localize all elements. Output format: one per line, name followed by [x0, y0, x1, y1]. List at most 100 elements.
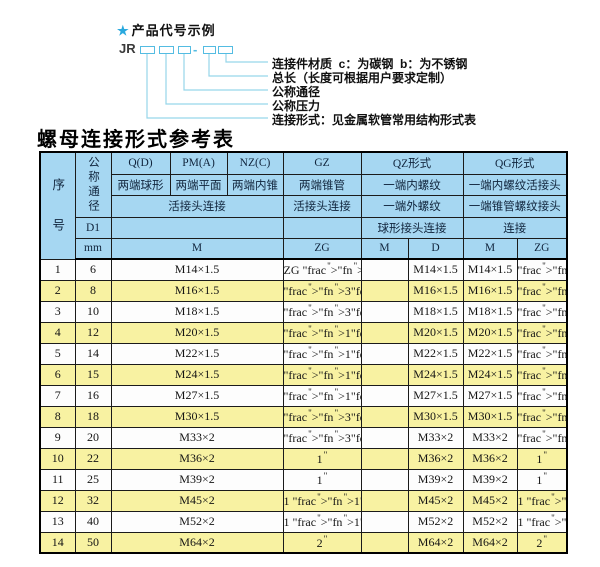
cell-qz-d: M39×2: [407, 468, 464, 491]
table-row: 716M27×1.5"frac">"fn">1"fd">2"M27×1.5M27…: [39, 384, 568, 407]
cell-qz-d: M30×1.5: [407, 405, 464, 428]
cell-m: M52×2: [110, 510, 284, 533]
header-nz-name: NZ(C): [226, 151, 284, 175]
cell-seq: 4: [39, 321, 76, 344]
cell-zg: "frac">"fn">3"fd">8": [282, 279, 362, 302]
label-total-length: 总长（长度可根据用户要求定制）: [272, 71, 453, 85]
cell-qg-m: M30×1.5: [462, 405, 518, 428]
cell-qz-d: M14×1.5: [407, 258, 464, 281]
cell-m: M14×1.5: [110, 258, 284, 281]
cell-qg-m: M14×1.5: [462, 258, 518, 281]
header-qz-name: QZ形式: [360, 151, 464, 175]
code-box-4: [203, 46, 216, 54]
cell-qz-m: [360, 279, 409, 302]
cell-zg: "frac">"fn">3"fd">8": [282, 300, 362, 323]
cell-qg-zg: "frac">"fn">3"fd">4": [516, 426, 568, 449]
cell-qz-d: M45×2: [407, 489, 464, 512]
cell-qg-zg: "frac">"fn">3"fd">8": [516, 279, 568, 302]
code-dash: -: [193, 42, 198, 57]
header-d1: D1: [74, 216, 112, 239]
label-connection-form: 连接形式：见金属软管常用结构形式表: [272, 113, 477, 127]
cell-seq: 14: [39, 531, 76, 554]
header-empty-left: [110, 216, 284, 239]
cell-qg-m: M18×1.5: [462, 300, 518, 323]
header-seq: 序号: [39, 151, 76, 260]
cell-dn: 40: [74, 510, 112, 533]
label-nominal-pressure: 公称压力: [272, 99, 321, 113]
cell-dn: 12: [74, 321, 112, 344]
cell-m: M16×1.5: [110, 279, 284, 302]
cell-m: M20×1.5: [110, 321, 284, 344]
table-row: 412M20×1.5"frac">"fn">1"fd">2"M20×1.5M20…: [39, 321, 568, 344]
cell-qz-m: [360, 342, 409, 365]
cell-seq: 6: [39, 363, 76, 386]
header-gz-row3: 活接头连接: [282, 194, 362, 218]
cell-qg-m: M45×2: [462, 489, 518, 512]
star-icon: ★: [117, 23, 130, 38]
cell-m: M22×1.5: [110, 342, 284, 365]
cell-qg-zg: "frac">"fn">1"fd">2": [516, 363, 568, 386]
cell-zg: 1": [282, 468, 362, 491]
cell-qz-m: [360, 447, 409, 470]
cell-qz-d: M52×2: [407, 510, 464, 533]
cell-qg-zg: 1 "frac">"fn">1"fd">2": [516, 510, 568, 533]
header-qz-row3: 一端外螺纹: [360, 194, 464, 218]
header-qz-unit-d: D: [407, 237, 464, 260]
cell-qg-m: M64×2: [462, 531, 518, 554]
product-code-heading-text: 产品代号示例: [131, 23, 216, 38]
header-q-name: Q(D): [110, 151, 171, 175]
cell-qz-d: M27×1.5: [407, 384, 464, 407]
cell-seq: 1: [39, 258, 76, 281]
header-gz-desc: 两端锥管: [282, 173, 362, 196]
cell-dn: 14: [74, 342, 112, 365]
cell-qg-zg: 1": [516, 447, 568, 470]
cell-qg-zg: 1": [516, 468, 568, 491]
label-material: 连接件材质 c：为碳钢 b：为不锈钢: [272, 57, 468, 71]
cell-zg: "frac">"fn">1"fd">2": [282, 342, 362, 365]
cell-qg-zg: "frac">"fn">1"fd">4": [516, 258, 568, 281]
cell-seq: 9: [39, 426, 76, 449]
cell-dn: 32: [74, 489, 112, 512]
table-row: 14 50 M64×2 2" M64×2 M64×2 2": [39, 531, 568, 554]
cell-seq: 12: [39, 489, 76, 512]
header-left-unit: M: [110, 237, 284, 260]
header-nz-desc: 两端内锥: [226, 173, 284, 196]
table-title: 螺母连接形式参考表: [37, 129, 235, 151]
cell-m: M24×1.5: [110, 363, 284, 386]
cell-qg-m: M33×2: [462, 426, 518, 449]
cell-dn: 8: [74, 279, 112, 302]
cell-m: M39×2: [110, 468, 284, 491]
cell-qg-zg: "frac">"fn">1"fd">2": [516, 342, 568, 365]
table-row: 310M18×1.5"frac">"fn">3"fd">8"M18×1.5M18…: [39, 300, 568, 323]
header-qg-unit-m: M: [462, 237, 518, 260]
header-qz-unit-m: M: [360, 237, 409, 260]
cell-dn: 15: [74, 363, 112, 386]
cell-m: M27×1.5: [110, 384, 284, 407]
cell-m: M30×1.5: [110, 405, 284, 428]
table-row: 514M22×1.5"frac">"fn">1"fd">2"M22×1.5M22…: [39, 342, 568, 365]
cell-dn: 20: [74, 426, 112, 449]
cell-qg-m: M27×1.5: [462, 384, 518, 407]
cell-qz-m: [360, 468, 409, 491]
cell-dn: 25: [74, 468, 112, 491]
cell-m: M64×2: [110, 531, 284, 554]
header-qg-row3: 一端锥管螺纹接头: [462, 194, 568, 218]
cell-qz-d: M33×2: [407, 426, 464, 449]
header-left-row3: 活接头连接: [110, 194, 284, 218]
header-qz-row2: 一端内螺纹: [360, 173, 464, 196]
cell-dn: 16: [74, 384, 112, 407]
header-qg-row2: 一端内螺纹活接头: [462, 173, 568, 196]
cell-seq: 3: [39, 300, 76, 323]
cell-seq: 8: [39, 405, 76, 428]
table-row: 818M30×1.5"frac">"fn">3"fd">4"M30×1.5M30…: [39, 405, 568, 428]
cell-qg-m: M16×1.5: [462, 279, 518, 302]
cell-qz-m: [360, 321, 409, 344]
header-gz-name: GZ: [282, 151, 362, 175]
cell-zg: 1 "frac">"fn">1"fd">2": [282, 510, 362, 533]
cell-qz-m: [360, 384, 409, 407]
cell-zg: 1 "frac">"fn">1"fd">4": [282, 489, 362, 512]
table-row: 615M24×1.5"frac">"fn">1"fd">2"M24×1.5M24…: [39, 363, 568, 386]
cell-qg-zg: "frac">"fn">3"fd">8": [516, 300, 568, 323]
